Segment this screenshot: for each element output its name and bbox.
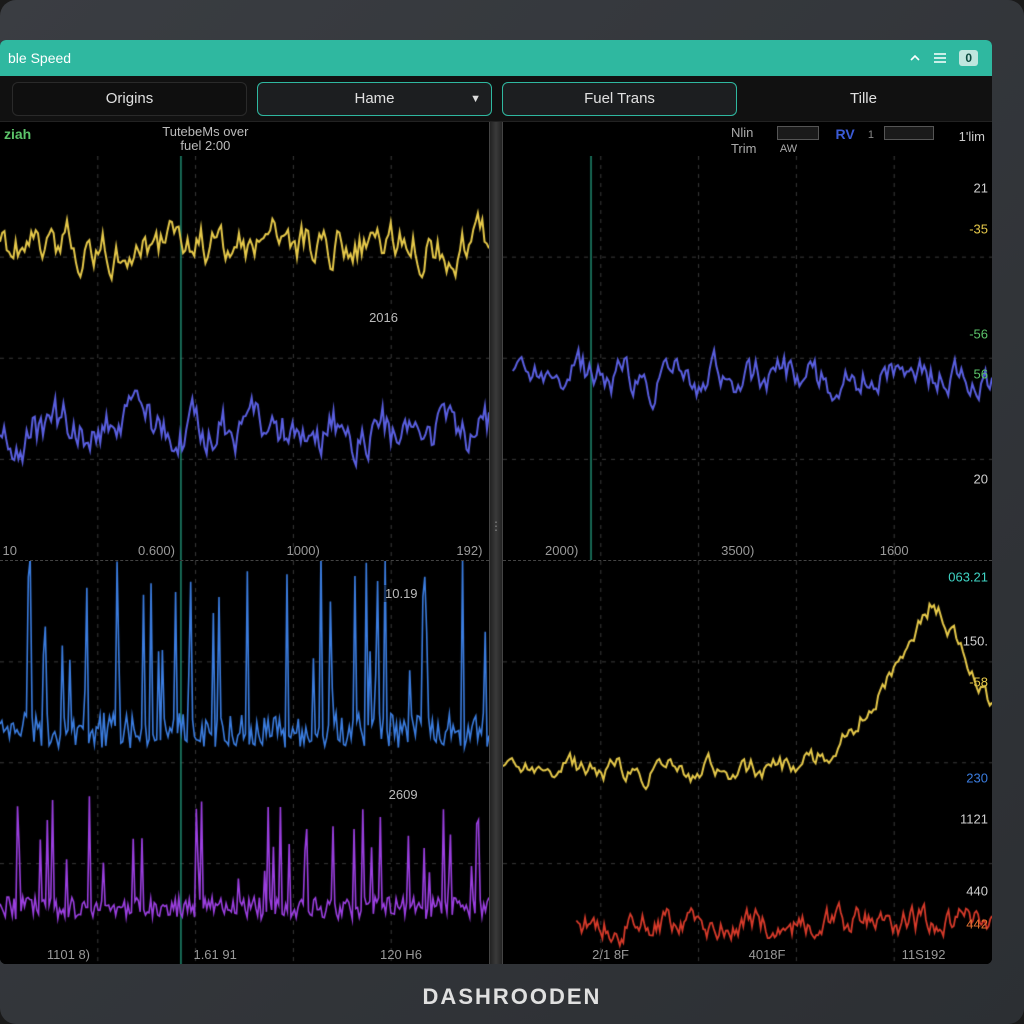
tab-label: Origins [106,90,154,107]
xtick: 1.61 91 [193,947,236,962]
tab-label: Fuel Trans [584,90,655,107]
badge-1[interactable] [777,126,819,140]
xtick: 2000) [545,543,578,558]
xtick: 3500) [721,543,754,558]
tab-row: Origins Hame ▼ Fuel Trans Tille [0,76,992,122]
trim-label: Trim [728,140,760,157]
menu-icon[interactable] [933,52,947,64]
ytick: 56 [974,366,988,381]
tab-label: Tille [850,90,877,107]
ytick: 440 [966,884,988,899]
aw-label: AW [777,142,800,156]
chevron-down-icon: ▼ [470,93,481,105]
ytick: 150. [963,634,988,649]
chart-left-bottom[interactable]: 10.19 2609 1101 8) 1.61 91 120 H6 [0,561,489,965]
right-panel-header: Nlin Trim AW RV 1 1'lim [503,122,992,156]
chart-right-bottom[interactable]: 063.21 150. -58 230 1121 440 442 2/1 8F … [503,561,992,965]
ytick: 1121 [960,811,988,826]
xtick: 0.600) [138,543,175,558]
xtick: 2/1 8F [592,947,629,962]
tab-fueltrans[interactable]: Fuel Trans [502,82,737,116]
ytick: 21 [974,181,988,196]
chart-canvas [503,156,992,560]
chevron-up-icon[interactable] [909,52,921,64]
ytick: 20 [974,471,988,486]
xtick: 10 [3,543,17,558]
ytick: 230 [966,771,988,786]
xtick: 11S192 [902,947,946,962]
device-frame: ble Speed 0 Origins Hame ▼ Fuel Trans Ti… [0,0,1024,1024]
content-area: ziah TutebeMs over fuel 2:00 2016 10 0.6… [0,122,992,964]
chart-canvas [0,561,489,964]
chart-canvas [503,561,992,964]
ytick: -58 [969,674,988,689]
value-1019: 10.19 [382,585,421,602]
left-panel: ziah TutebeMs over fuel 2:00 2016 10 0.6… [0,122,489,964]
xtick: 4018F [749,947,786,962]
ytick: 442 [966,916,988,931]
tab-tille[interactable]: Tille [747,82,980,116]
tab-label: Hame [354,90,394,107]
value-2609: 2609 [386,786,421,803]
xtick: 1600 [880,543,909,558]
chart-right-top[interactable]: 21 -35 -56 56 20 2000) 3500) 1600 [503,156,992,561]
badge-2[interactable] [884,126,934,140]
chart-canvas [0,156,489,560]
screen: ble Speed 0 Origins Hame ▼ Fuel Trans Ti… [0,40,992,964]
x1-label: 1 [865,128,877,142]
right-panel: Nlin Trim AW RV 1 1'lim 21 -35 -56 56 20 [503,122,992,964]
ytick: -35 [969,221,988,236]
device-brand: DASHROODEN [423,984,602,1010]
xtick: 1101 8) [47,947,90,962]
xtick: 1000) [287,543,320,558]
subtitle-label: TutebeMs over fuel 2:00 [159,124,251,155]
topbar-title: ble Speed [8,50,909,66]
chart-left-top[interactable]: 2016 10 0.600) 1000) 192) [0,156,489,561]
panel-divider[interactable] [489,122,503,964]
ziah-label: ziah [4,126,31,142]
ytick: 063.21 [948,569,988,584]
tab-origins[interactable]: Origins [12,82,247,116]
value-2016: 2016 [366,309,401,326]
nlin-label: Nlin [728,124,756,141]
topbar: ble Speed 0 [0,40,992,76]
xtick: 192) [456,543,482,558]
xtick: 120 H6 [380,947,422,962]
rv-label: RV [836,126,855,142]
ytick: -56 [969,326,988,341]
tab-hame[interactable]: Hame ▼ [257,82,492,116]
left-panel-header: ziah TutebeMs over fuel 2:00 [0,122,489,156]
lim-label: 1'lim [956,128,988,145]
topbar-icons: 0 [909,50,978,66]
topbar-badge[interactable]: 0 [959,50,978,66]
